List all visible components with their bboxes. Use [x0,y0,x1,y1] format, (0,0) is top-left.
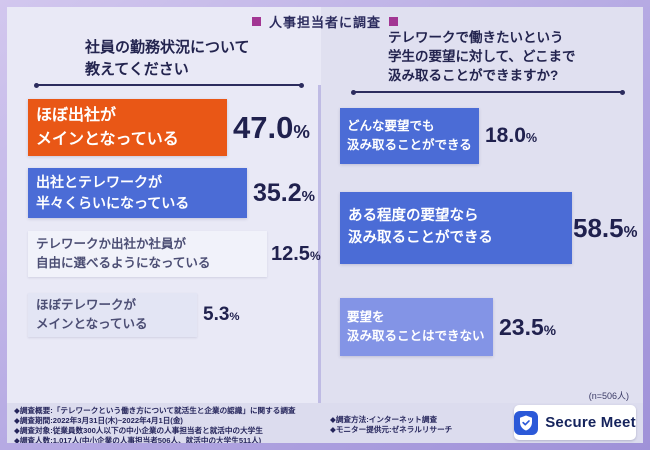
header-square-icon [251,17,261,26]
percent-label: 58.5% [573,212,638,243]
survey-details-left: ◆調査概要:「テレワークという働き方について就活生と企業の認識」に関する調査 ◆… [14,406,296,443]
right-chart-title: テレワークで働きたいという 学生の要望に対して、どこまで 汲み取ることができます… [388,30,576,83]
bar-label: テレワークか出社か社員が 自由に選べるようになっている [36,237,211,270]
sample-size-note: (n=506人) [588,391,629,401]
percent-label: 18.0% [485,124,538,147]
brand-name: Secure Meet [545,414,636,431]
bar-label: 出社とテレワークが 半々くらいになっている [36,174,190,211]
survey-detail-line: ◆調査人数:1,017人(中小企業の人事担当者506人、就活中の大学生511人) [14,436,262,443]
percent-label: 35.2% [253,178,316,207]
percent-label: 23.5% [499,313,557,340]
bar-label: ほぼ出社が メインとなっている [36,106,179,148]
survey-detail-line: ◆調査方法:インターネット調査 [330,415,438,424]
header-square-icon [389,17,398,26]
bar-label: ほぼテレワークが メインとなっている [36,298,148,331]
column-divider [318,85,321,403]
secure-meet-logo: Secure Meet [514,405,636,440]
bar-any-request: どんな要望でも 汲み取ることができる [340,108,479,164]
rule-dot [299,82,304,88]
bar-free-choice: テレワークか出社か社員が 自由に選べるようになっている [28,231,267,277]
bar-no-requests: 要望を 汲み取ることはできない [340,298,493,356]
survey-details-right: ◆調査方法:インターネット調査 ◆モニター提供元:ゼネラルリサーチ [330,415,452,435]
content-area: 人事担当者に調査 社員の勤務状況について 教えてください ほぼ出社が メインとな… [7,7,643,443]
right-title-underline [351,89,625,95]
survey-detail-line: ◆調査期間:2022年3月31日(木)~2022年4月1日(金) [14,416,183,426]
survey-details-footer: ◆調査概要:「テレワークという働き方について就活生と企業の認識」に関する調査 ◆… [7,403,643,443]
survey-detail-line: ◆調査対象:従業員数300人以下の中小企業の人事担当者と就活中の大学生 [14,426,263,436]
page-title: 人事担当者に調査 [268,15,381,30]
bar-label: ある程度の要望なら 汲み取ることができる [348,208,493,246]
bar-some-requests: ある程度の要望なら 汲み取ることができる [340,192,572,264]
bar-label: 要望を 汲み取ることはできない [347,310,485,343]
percent-label: 5.3% [203,304,240,325]
rule-dot [351,89,356,95]
left-chart-title: 社員の勤務状況について 教えてください [85,39,250,78]
bar-label: どんな要望でも 汲み取ることができる [347,119,472,152]
rule-dot [34,82,39,88]
bar-mostly-telework: ほぼテレワークが メインとなっている [28,293,197,337]
bar-half-office-half-telework: 出社とテレワークが 半々くらいになっている [28,168,247,218]
percent-label: 47.0% [233,109,310,145]
rule-dot [620,89,625,95]
percent-label: 12.5% [271,242,321,265]
left-title-underline [34,82,304,88]
shield-icon [514,410,539,435]
survey-detail-line: ◆調査概要:「テレワークという働き方について就活生と企業の認識」に関する調査 [14,406,296,415]
bar-mostly-office: ほぼ出社が メインとなっている [28,99,227,156]
survey-detail-line: ◆モニター提供元:ゼネラルリサーチ [330,425,453,435]
page-header: 人事担当者に調査 [7,12,643,31]
